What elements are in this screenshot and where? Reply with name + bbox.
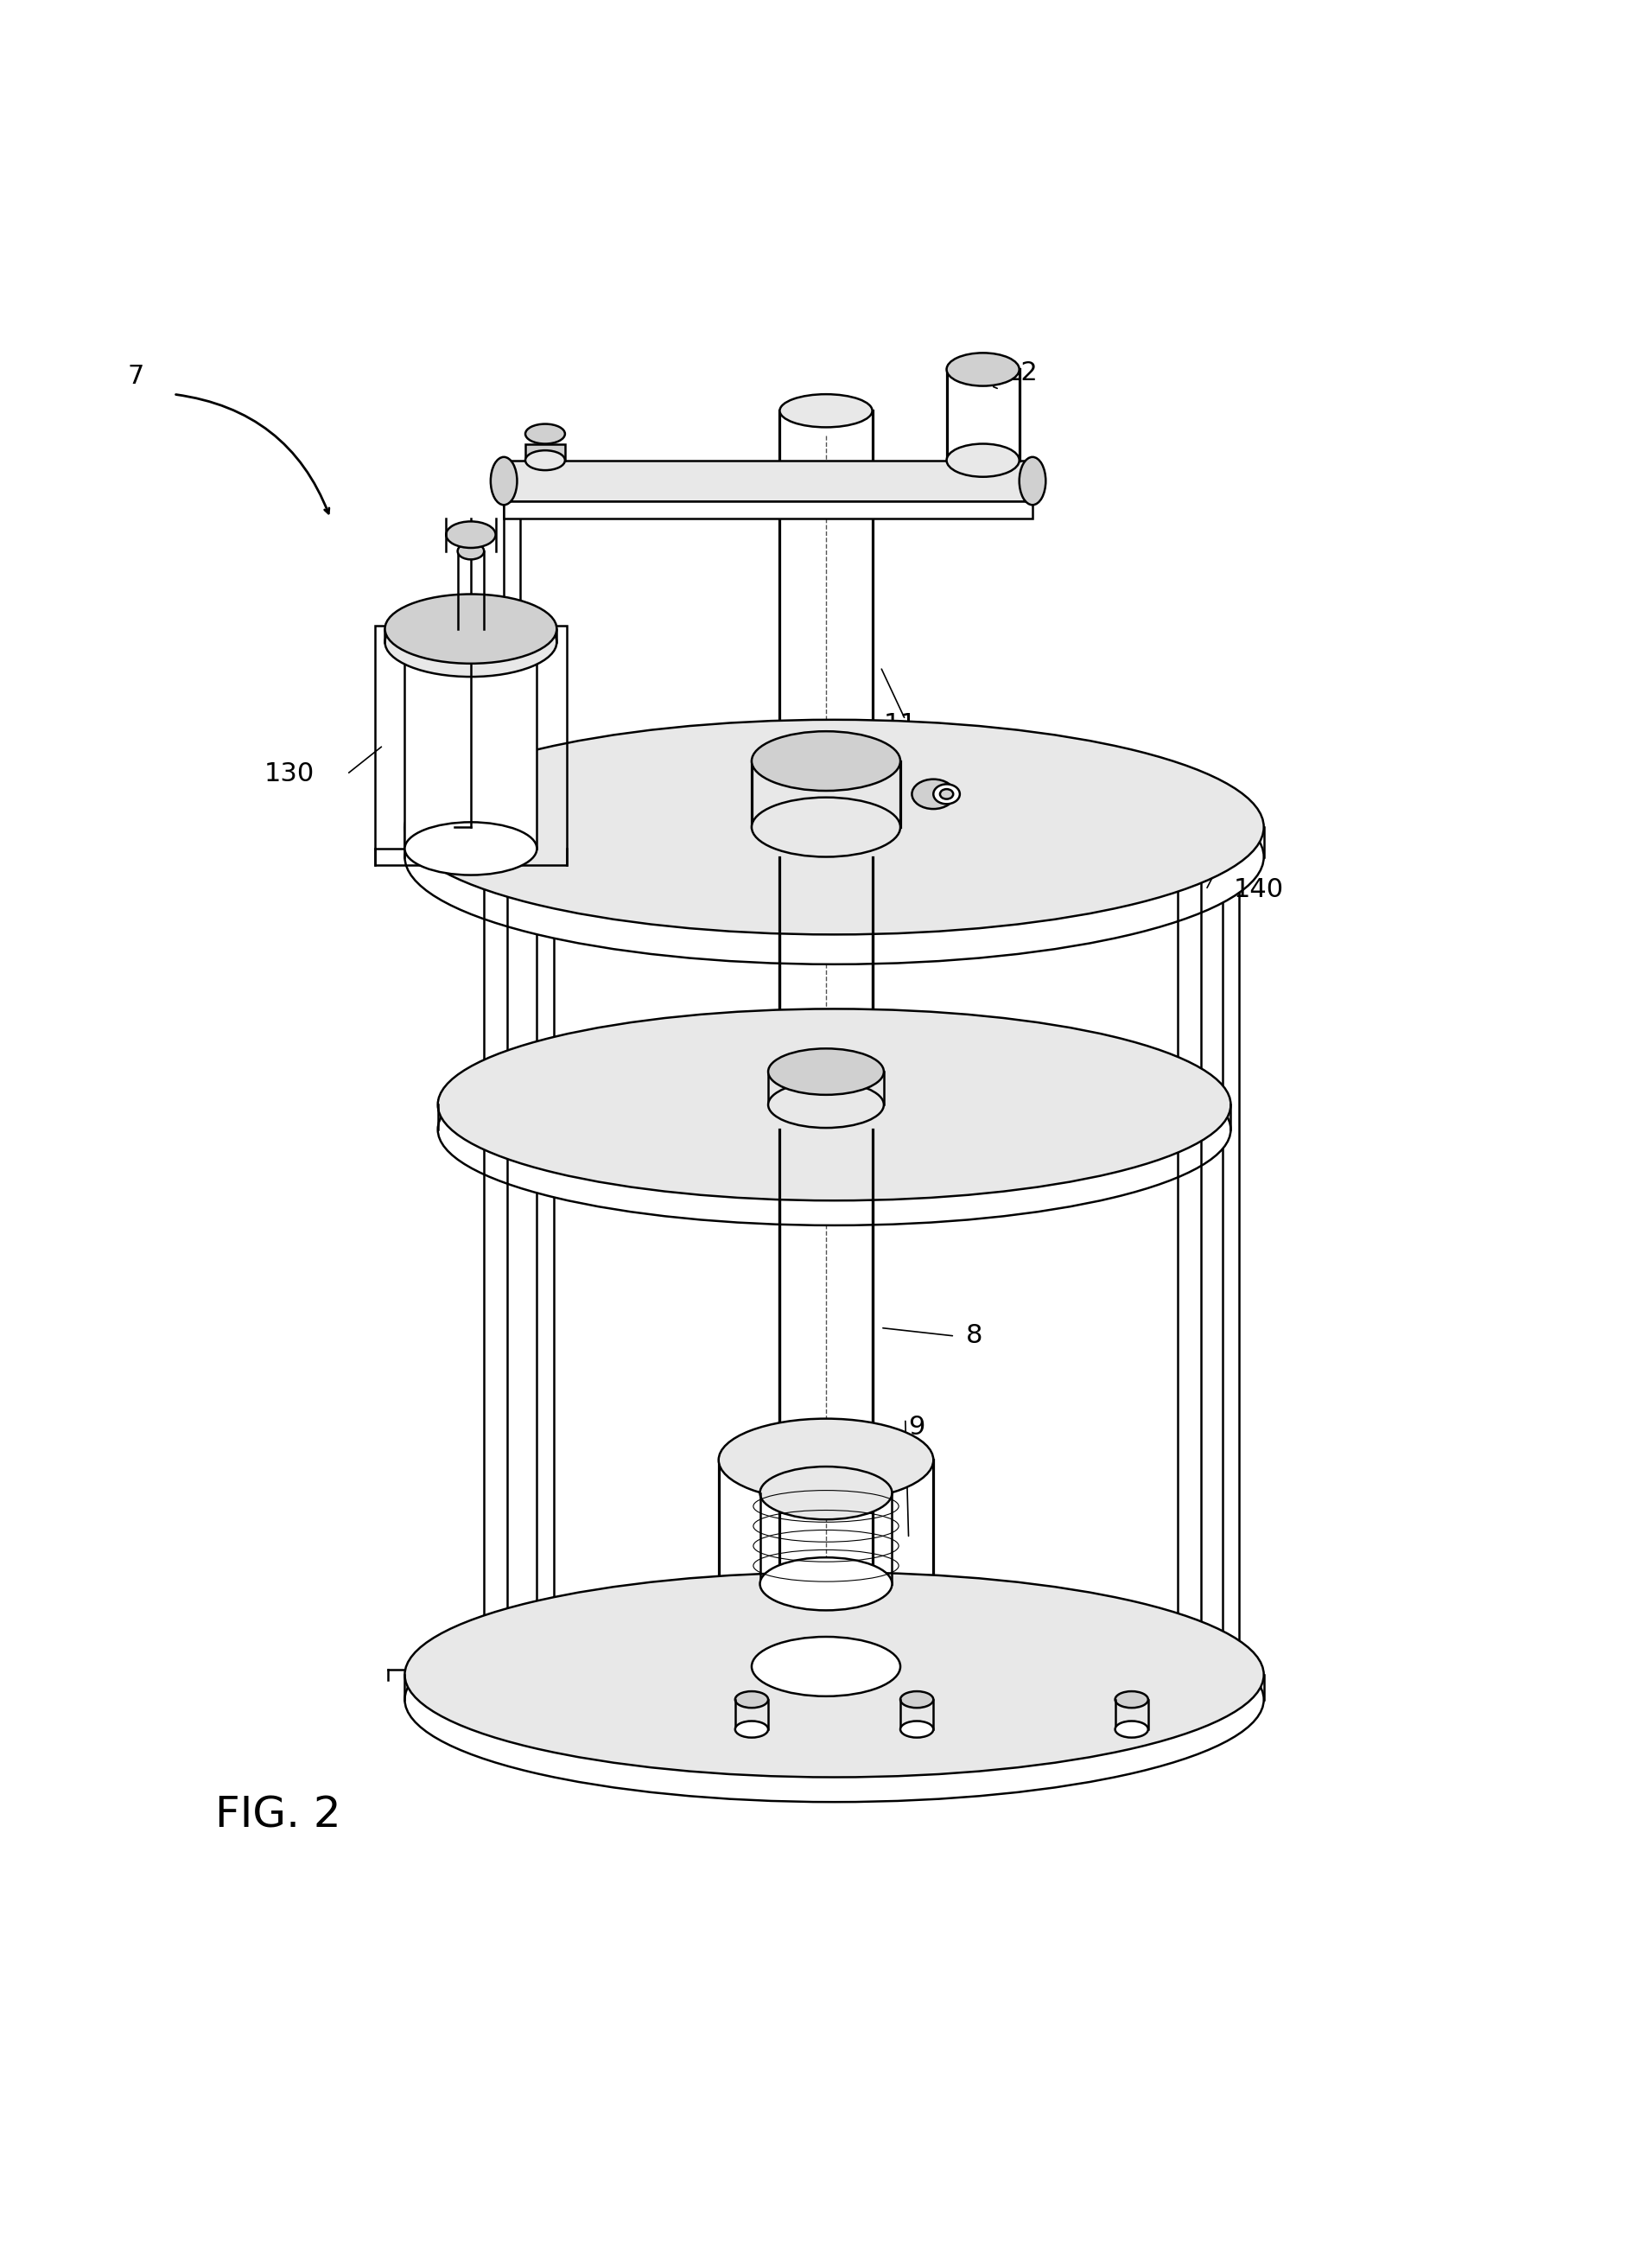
Text: 9: 9 [909, 1414, 925, 1439]
Ellipse shape [458, 542, 484, 560]
Ellipse shape [525, 450, 565, 470]
Bar [525, 443, 565, 461]
Text: 10: 10 [933, 861, 966, 886]
Ellipse shape [768, 1082, 884, 1127]
Ellipse shape [735, 1721, 768, 1737]
Ellipse shape [947, 443, 1019, 477]
Ellipse shape [940, 788, 953, 800]
Polygon shape [504, 461, 1032, 501]
Ellipse shape [768, 1048, 884, 1096]
Ellipse shape [947, 352, 1019, 386]
Ellipse shape [912, 779, 955, 809]
Ellipse shape [719, 1419, 933, 1502]
Text: 140: 140 [1234, 876, 1284, 901]
Text: 7: 7 [127, 364, 144, 389]
Ellipse shape [933, 784, 960, 804]
Text: FIG. 2: FIG. 2 [215, 1794, 340, 1837]
Text: 12: 12 [1004, 359, 1037, 386]
Ellipse shape [385, 594, 557, 664]
Ellipse shape [405, 750, 1264, 965]
Ellipse shape [780, 395, 872, 427]
Ellipse shape [491, 456, 517, 506]
Ellipse shape [405, 1572, 1264, 1778]
Ellipse shape [900, 1692, 933, 1708]
Ellipse shape [438, 1035, 1231, 1224]
Ellipse shape [900, 1721, 933, 1737]
Ellipse shape [735, 1692, 768, 1708]
Text: 130: 130 [264, 761, 314, 786]
Ellipse shape [1019, 456, 1046, 506]
Ellipse shape [385, 608, 557, 678]
Ellipse shape [525, 425, 565, 443]
Ellipse shape [438, 1010, 1231, 1200]
Ellipse shape [752, 797, 900, 856]
Ellipse shape [446, 522, 496, 549]
Ellipse shape [405, 617, 537, 669]
Ellipse shape [405, 721, 1264, 935]
Ellipse shape [1115, 1692, 1148, 1708]
Polygon shape [504, 501, 1032, 517]
Ellipse shape [760, 1556, 892, 1611]
Ellipse shape [405, 822, 537, 874]
Bar [375, 626, 567, 865]
Text: 11: 11 [884, 712, 917, 736]
Text: 8: 8 [966, 1324, 983, 1349]
Ellipse shape [1115, 1721, 1148, 1737]
Ellipse shape [752, 1638, 900, 1697]
Ellipse shape [405, 1597, 1264, 1803]
Ellipse shape [719, 1617, 933, 1699]
Bar [405, 642, 537, 849]
Ellipse shape [760, 1466, 892, 1520]
Ellipse shape [752, 732, 900, 791]
